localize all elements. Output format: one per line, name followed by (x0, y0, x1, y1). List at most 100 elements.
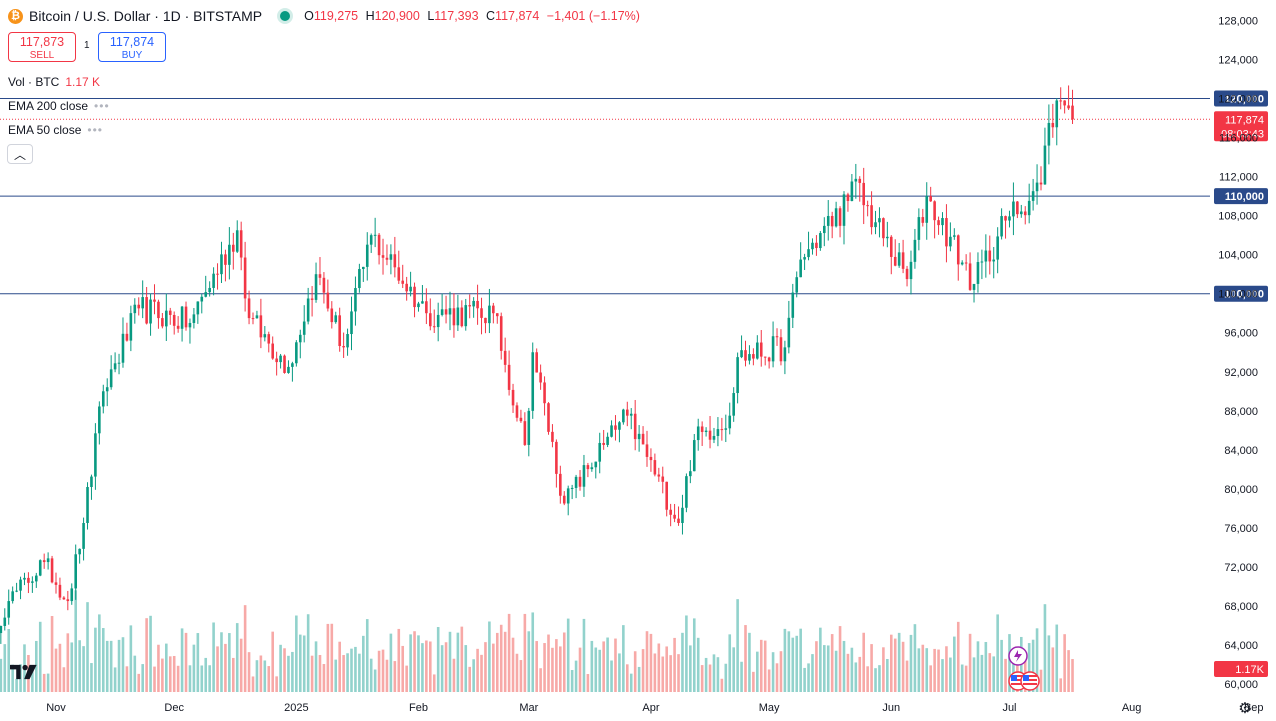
volume-bar (125, 666, 129, 692)
candle-body (897, 252, 901, 266)
y-tick-label: 120,000 (1218, 94, 1258, 106)
x-tick-label: 2025 (284, 702, 308, 714)
candle-body (476, 300, 479, 309)
volume-bar (444, 642, 448, 692)
volume-bar (594, 647, 598, 692)
candle-body (783, 347, 787, 362)
candle-body (125, 333, 129, 341)
candle-body (956, 235, 960, 265)
volume-bar (161, 658, 164, 692)
candle-body (310, 298, 314, 300)
symbol-title[interactable]: Bitcoin / U.S. Dollar · 1D · BITSTAMP (29, 8, 263, 24)
volume-bar (562, 632, 566, 692)
volume-bar (787, 631, 791, 692)
candle-body (74, 554, 77, 589)
volume-bar (964, 665, 968, 692)
gear-icon[interactable]: ⚙ (1238, 700, 1252, 717)
candle-body (917, 217, 921, 240)
candle-body (192, 314, 196, 323)
candle-body (626, 409, 629, 416)
candle-body (606, 436, 609, 445)
volume-bar (791, 637, 795, 692)
volume-bar (70, 642, 74, 692)
volume-bar (645, 631, 649, 692)
volume-bar (318, 654, 322, 692)
volume-bar (586, 674, 590, 692)
low-label: L (427, 9, 435, 23)
candle-body (976, 262, 980, 284)
candle-body (775, 336, 779, 338)
volume-bar (38, 621, 42, 692)
candle-body (184, 306, 188, 328)
volume-bar (373, 669, 377, 692)
volume-bar (216, 646, 219, 692)
volume-bar (716, 657, 720, 692)
volume-bar (949, 657, 952, 692)
candle-body (574, 476, 578, 488)
sell-button[interactable]: 117,873 SELL (8, 32, 76, 62)
candle-body (925, 196, 929, 223)
candle-body (1027, 200, 1031, 216)
candle-body (149, 299, 152, 324)
candle-body (515, 405, 519, 418)
volume-bar (953, 636, 956, 692)
candle-body (696, 426, 700, 441)
candle-body (559, 473, 562, 496)
y-tick-label: 116,000 (1219, 133, 1258, 145)
candle-body (614, 425, 617, 430)
ema50-legend[interactable]: EMA 50 close ••• (8, 123, 103, 137)
candle-body (562, 495, 566, 504)
volume-bar (811, 654, 814, 692)
candle-body (62, 597, 66, 600)
candle-body (882, 218, 885, 239)
volume-bar (476, 648, 479, 692)
x-tick-label: Feb (409, 702, 428, 714)
candle-body (826, 215, 830, 226)
ema200-legend[interactable]: EMA 200 close ••• (8, 99, 110, 113)
volume-bar (90, 663, 93, 692)
y-tick-label: 60,000 (1224, 679, 1258, 691)
collapse-legend-button[interactable]: ︿ (7, 144, 33, 164)
candle-body (157, 301, 160, 319)
volume-bar (1047, 635, 1051, 692)
volume-bar (850, 647, 854, 692)
buy-price: 117,874 (109, 35, 155, 49)
candle-body (838, 208, 842, 226)
volume-bar (275, 676, 278, 692)
volume-bar (452, 658, 456, 692)
economic-events-icon[interactable] (1004, 644, 1050, 692)
candle-body (736, 357, 739, 394)
volume-bar (405, 665, 408, 692)
candle-body (996, 236, 999, 260)
volume-bar (137, 673, 141, 692)
candle-body (937, 220, 940, 226)
volume-bar (113, 667, 117, 692)
volume-bar (397, 628, 401, 692)
candle-body (66, 599, 70, 602)
candle-body (243, 257, 247, 299)
volume-bar (854, 662, 858, 692)
more-icon: ••• (94, 99, 110, 113)
candle-body (889, 236, 893, 257)
candle-body (878, 218, 881, 223)
buy-button[interactable]: 117,874 BUY (98, 32, 166, 62)
volume-bar (196, 633, 200, 692)
volume-bar (775, 663, 779, 692)
volume-bar (338, 641, 341, 692)
volume-bar (519, 660, 523, 692)
candle-body (1023, 211, 1027, 216)
candle-body (121, 333, 125, 363)
volume-legend[interactable]: Vol · BTC 1.17 K (8, 75, 100, 89)
volume-bar (472, 659, 475, 692)
candle-body (960, 262, 964, 265)
candle-body (495, 313, 499, 317)
candle-body (50, 558, 54, 583)
volume-bar (271, 631, 274, 692)
candle-body (992, 259, 996, 262)
candle-body (586, 465, 590, 470)
volume-bar (960, 664, 964, 692)
candle-body (330, 308, 334, 323)
candle-body (1063, 100, 1066, 106)
candle-body (972, 283, 976, 290)
